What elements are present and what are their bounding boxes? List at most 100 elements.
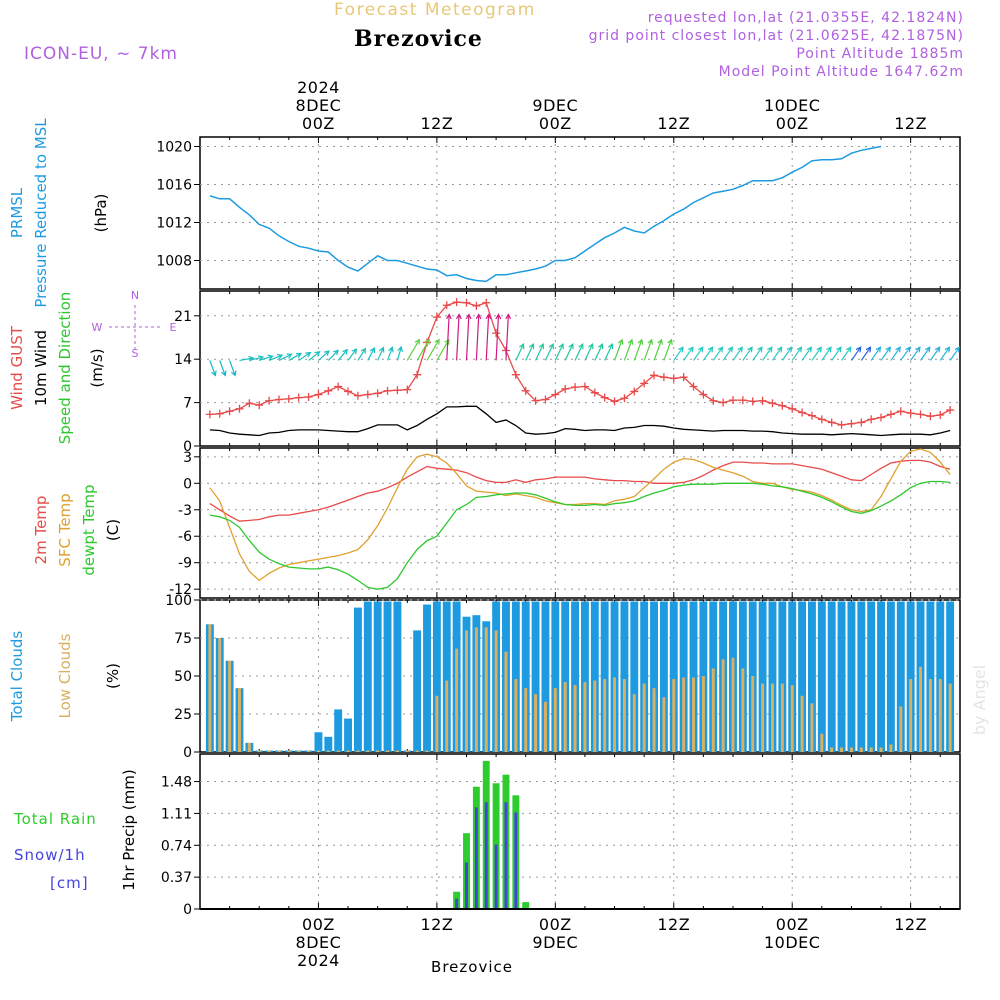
wind-arrow (278, 353, 292, 361)
wind-arrow (791, 346, 802, 361)
gust-marker (837, 420, 846, 429)
wind-arrow-head (342, 348, 348, 355)
wind-arrow-head (806, 346, 812, 353)
snow-unit: [cm] (50, 874, 89, 892)
compass-w: W (92, 321, 103, 334)
wind-arrow-head (627, 338, 634, 345)
gust-marker (432, 313, 441, 322)
y-tick-label: 0 (183, 439, 192, 455)
wind-arrow-head (230, 370, 237, 377)
time-label-top: 2024 (297, 78, 340, 97)
y-tick-label: 75 (174, 631, 192, 647)
wind-arrow-head (767, 346, 773, 353)
wind-arrow (870, 346, 881, 361)
snow-legend: Snow/1h (14, 846, 86, 864)
low-cloud-bar (810, 703, 814, 752)
y-tick-label: -12 (169, 582, 192, 598)
gust-marker (946, 406, 955, 415)
low-cloud-bar (780, 683, 784, 752)
gust-marker (778, 401, 787, 410)
compass-n: N (131, 289, 139, 302)
time-label-bottom: 8DEC (296, 933, 342, 952)
wind-arrow-head (333, 349, 339, 356)
panel-label: Total Clouds (8, 631, 26, 723)
panel-label: (%) (104, 663, 122, 689)
wind-arrow-head (588, 342, 594, 350)
wind-arrow-head (885, 346, 891, 353)
wind-arrow-head (305, 351, 312, 358)
panel-label: Low Clouds (56, 633, 74, 718)
gridpoint-coords: grid point closest lon,lat (21.0625E, 42… (588, 28, 964, 44)
low-cloud-bar (445, 680, 449, 752)
panel-label: Pressure Reduced to MSL (32, 118, 50, 308)
compass-e: E (170, 321, 177, 334)
total-cloud-bar (926, 601, 935, 752)
wind-arrow-head (211, 370, 217, 377)
gust-marker (788, 404, 797, 413)
gust-marker (640, 379, 649, 388)
total-cloud-bar (669, 601, 678, 752)
gust-marker (274, 395, 283, 404)
panel-frame-pressure (199, 136, 961, 290)
wind-arrow (920, 346, 931, 361)
total-cloud-bar (551, 601, 560, 752)
gust-marker (807, 411, 816, 420)
snow-bar (455, 898, 459, 909)
total-cloud-bar (837, 601, 846, 752)
footer-location: Brezovice (431, 958, 513, 976)
snow-bar (484, 802, 488, 909)
wind-arrow (594, 343, 603, 361)
wind-arrow (683, 346, 694, 361)
wind-arrow (347, 348, 357, 361)
low-cloud-bar (909, 679, 913, 752)
wind-arrow (811, 346, 822, 361)
total-cloud-bar (344, 718, 352, 752)
gust-marker (531, 396, 540, 405)
snow-bar (474, 807, 478, 909)
time-label-bottom: 12Z (657, 915, 690, 934)
wind-arrow-head (607, 342, 614, 350)
total-cloud-bar (798, 601, 807, 752)
low-cloud-bar (307, 750, 311, 752)
total-cloud-bar (659, 601, 668, 752)
y-tick-label: 100 (165, 593, 192, 609)
wind-arrow-head (727, 346, 734, 353)
gust-marker (827, 418, 836, 427)
total-cloud-bar (541, 601, 550, 752)
model-altitude: Model Point Altitude 1647.62m (718, 64, 964, 80)
gust-marker (521, 386, 530, 395)
wind-arrow-head (667, 338, 673, 345)
wind-arrow (259, 355, 273, 362)
low-cloud-bar (731, 657, 735, 752)
y-tick-label: 1.48 (161, 775, 192, 791)
wind-arrow (712, 346, 723, 361)
gust-marker (314, 390, 323, 399)
wind-arrow-head (796, 346, 803, 353)
wind-arrow-head (424, 338, 430, 345)
panel-label: PRMSL (8, 187, 26, 238)
wind-arrow (762, 346, 773, 361)
header: Forecast Meteogram Brezovice ICON-EU, ~ … (0, 0, 1000, 90)
location-title: Brezovice (354, 26, 483, 52)
wind-arrow-head (647, 338, 654, 345)
wind-arrow (841, 346, 852, 361)
low-cloud-bar (928, 679, 932, 752)
wind-arrow-head (397, 345, 403, 352)
low-cloud-bar (859, 747, 863, 752)
gust-marker (255, 401, 264, 410)
low-cloud-bar (840, 747, 844, 752)
total-cloud-bar (353, 607, 362, 752)
model-label: ICON-EU, ~ 7km (24, 44, 178, 64)
total-cloud-bar (590, 601, 599, 752)
y-tick-label: 1012 (156, 216, 192, 232)
wind-arrow (900, 346, 911, 361)
wind-arrow (604, 343, 613, 361)
watermark: by Angel (970, 665, 989, 735)
gust-marker (571, 383, 580, 392)
wind-arrow (910, 346, 921, 361)
wind-arrow-head (323, 350, 330, 356)
gust-marker (768, 399, 777, 408)
y-tick-label: 0.74 (161, 838, 192, 854)
total-cloud-bar (620, 601, 629, 752)
y-tick-label: 1.11 (161, 806, 192, 822)
